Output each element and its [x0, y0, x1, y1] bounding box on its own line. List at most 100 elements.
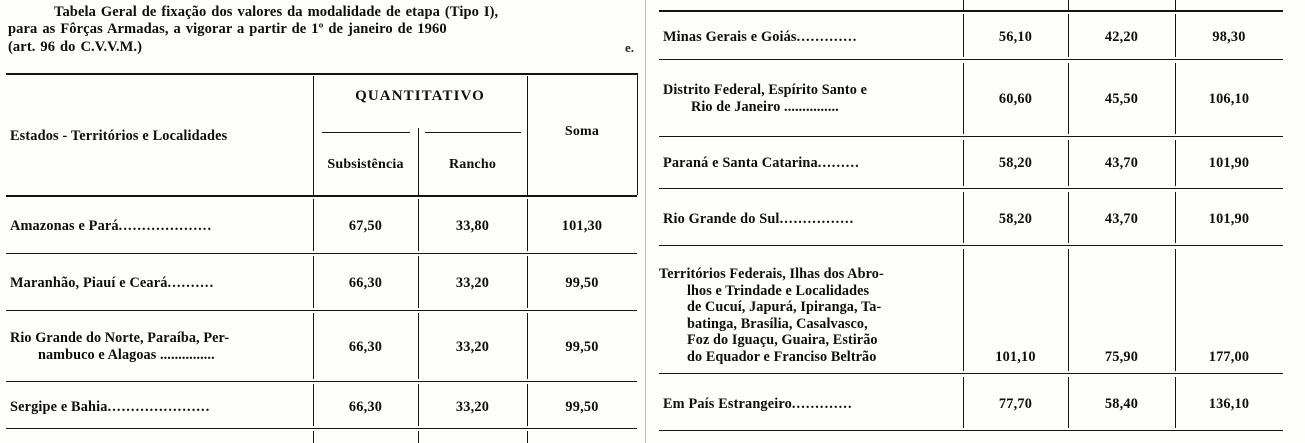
cell-soma: 99,50: [565, 339, 599, 355]
rule-rancho-underline: [425, 132, 521, 133]
header-subsistencia: Subsistência: [327, 157, 404, 172]
cell-rancho: 33,80: [455, 218, 490, 234]
vline-right-c1-r2: [963, 63, 964, 134]
vline-left-c1-header: [313, 76, 314, 195]
rule-left-top: [6, 73, 637, 75]
cell-soma: 99,50: [565, 275, 599, 291]
row-state-name: Sergipe e Bahia: [10, 399, 108, 415]
row-state-name-line-2: Rio de Janeiro ...............: [691, 98, 839, 115]
vline-right-c3-r1: [1175, 14, 1176, 57]
rule-left-r1: [6, 253, 637, 254]
rule-left-r2: [6, 310, 637, 311]
cell-soma: 106,10: [1208, 91, 1250, 107]
vline-right-c2-r5: [1068, 249, 1069, 371]
row-state-name: Maranhão, Piauí e Ceará: [10, 275, 168, 291]
cell-rancho: 43,70: [1104, 211, 1139, 227]
intro-line-2: para as Fôrças Armadas, a vigorar a part…: [8, 21, 447, 38]
row-state-name-line-1: Territórios Federais, Ilhas dos Abro-: [659, 266, 884, 282]
cell-subsistencia: 66,30: [348, 339, 383, 355]
cell-soma: 101,90: [1208, 155, 1250, 171]
leader-dots: .............: [796, 29, 858, 45]
leader-dots: .............: [791, 396, 853, 412]
rule-right-r3: [659, 188, 1283, 189]
table-row-label: Sergipe e Bahia......................: [10, 399, 210, 416]
cell-rancho: 45,50: [1104, 91, 1139, 107]
table-row-label: Territórios Federais, Ilhas dos Abro- lh…: [659, 266, 963, 366]
cell-subsistencia: 101,10: [995, 349, 1036, 365]
cell-soma: 101,30: [561, 218, 603, 234]
vline-left-c1-r5: [313, 431, 314, 443]
vline-right-c3-r4: [1175, 192, 1176, 243]
cell-rancho: 33,20: [455, 339, 490, 355]
cell-soma: 99,50: [565, 399, 599, 415]
row-state-name-line-3: de Cucuí, Japurá, Ipiranga, Ta-: [687, 299, 882, 316]
vline-left-c2-header: [418, 128, 419, 195]
row-state-name: Rio Grande do Sul: [663, 211, 780, 227]
rule-left-r3: [6, 381, 637, 382]
row-state-name: Minas Gerais e Goiás: [663, 29, 797, 45]
row-state-name: Paraná e Santa Catarina: [663, 155, 818, 171]
row-state-name-line-1: Rio Grande do Norte, Paraíba, Per-: [10, 330, 230, 346]
table-row-label: Maranhão, Piauí e Ceará..........: [10, 275, 214, 292]
row-state-name-line-2: nambuco e Alagoas ...............: [38, 346, 215, 363]
vline-right-c1-top: [963, 0, 964, 10]
table-row-label: Rio Grande do Sul................: [663, 211, 854, 228]
leader-dots: .........: [817, 155, 860, 171]
vline-right-c2-r4: [1068, 192, 1069, 243]
row-state-name: Em País Estrangeiro: [663, 396, 792, 412]
table-row-label: Em País Estrangeiro.............: [663, 396, 853, 413]
rule-left-r4: [6, 428, 637, 429]
cell-rancho: 42,20: [1104, 29, 1139, 45]
vline-left-c3-r2: [527, 256, 528, 308]
table-row-label: Minas Gerais e Goiás.............: [663, 29, 857, 46]
intro-line-3: (art. 96 do C.V.V.M.): [8, 38, 143, 55]
intro-paragraph: Tabela Geral de fixação dos valores da m…: [8, 4, 633, 56]
rule-right-r2: [659, 136, 1283, 137]
rule-subsistencia-underline: [322, 132, 410, 133]
rule-right-r1: [659, 59, 1283, 60]
vline-left-c3-r5: [527, 431, 528, 443]
leader-dots: ....................: [118, 218, 213, 234]
vline-right-c2-r3: [1068, 140, 1069, 186]
header-states: Estados - Territórios e Localidades: [10, 128, 228, 144]
cell-subsistencia: 67,50: [348, 218, 383, 234]
row-state-name-line-4: batinga, Brasília, Casalvasco,: [687, 315, 868, 332]
cell-soma: 177,00: [1208, 349, 1250, 365]
cell-rancho: 33,20: [455, 399, 490, 415]
row-state-name-line-1: Distrito Federal, Espírito Santo e: [663, 82, 867, 98]
cell-subsistencia: 56,10: [998, 29, 1033, 45]
cell-subsistencia: 66,30: [348, 275, 383, 291]
leader-dots: ..........: [167, 275, 215, 291]
cell-rancho: 58,40: [1104, 396, 1139, 412]
margin-mark: e.: [624, 40, 634, 55]
table-row-label: Distrito Federal, Espírito Santo e Rio d…: [663, 82, 959, 115]
rule-left-header-bottom: [6, 195, 637, 197]
vline-right-c1-r4: [963, 192, 964, 243]
vline-left-right-edge-header: [637, 73, 638, 195]
vline-right-c3-r3: [1175, 140, 1176, 186]
left-column: Tabela Geral de fixação dos valores da m…: [0, 0, 640, 443]
right-column: Minas Gerais e Goiás............. 56,10 …: [655, 0, 1290, 443]
header-soma: Soma: [564, 124, 600, 139]
vline-left-c2-r1: [418, 199, 419, 251]
row-state-name-line-5: Foz do Iguaçu, Guaira, Estirão: [687, 332, 878, 349]
rule-right-top: [659, 10, 1283, 12]
cell-soma: 136,10: [1208, 396, 1250, 412]
table-row-label: Amazonas e Pará....................: [10, 218, 212, 235]
cell-subsistencia: 60,60: [998, 91, 1033, 107]
vline-left-c2-r2: [418, 256, 419, 308]
vline-right-c3-r5: [1175, 249, 1176, 371]
vline-right-c1-r1: [963, 14, 964, 57]
table-row-label: Paraná e Santa Catarina.........: [663, 155, 860, 172]
cell-subsistencia: 58,20: [998, 211, 1033, 227]
header-rancho: Rancho: [448, 157, 497, 172]
row-state-name-line-6: do Equador e Franciso Beltrão: [687, 348, 877, 365]
vline-left-c3-r4: [527, 384, 528, 426]
vline-right-c1-r5: [963, 249, 964, 371]
vline-right-c3-r2: [1175, 63, 1176, 134]
vline-left-c3-header: [527, 76, 528, 195]
vline-left-c3-r1: [527, 199, 528, 251]
vline-right-c2-r2: [1068, 63, 1069, 134]
vline-left-c2-r4: [418, 384, 419, 426]
vline-right-c2-top: [1068, 0, 1069, 10]
